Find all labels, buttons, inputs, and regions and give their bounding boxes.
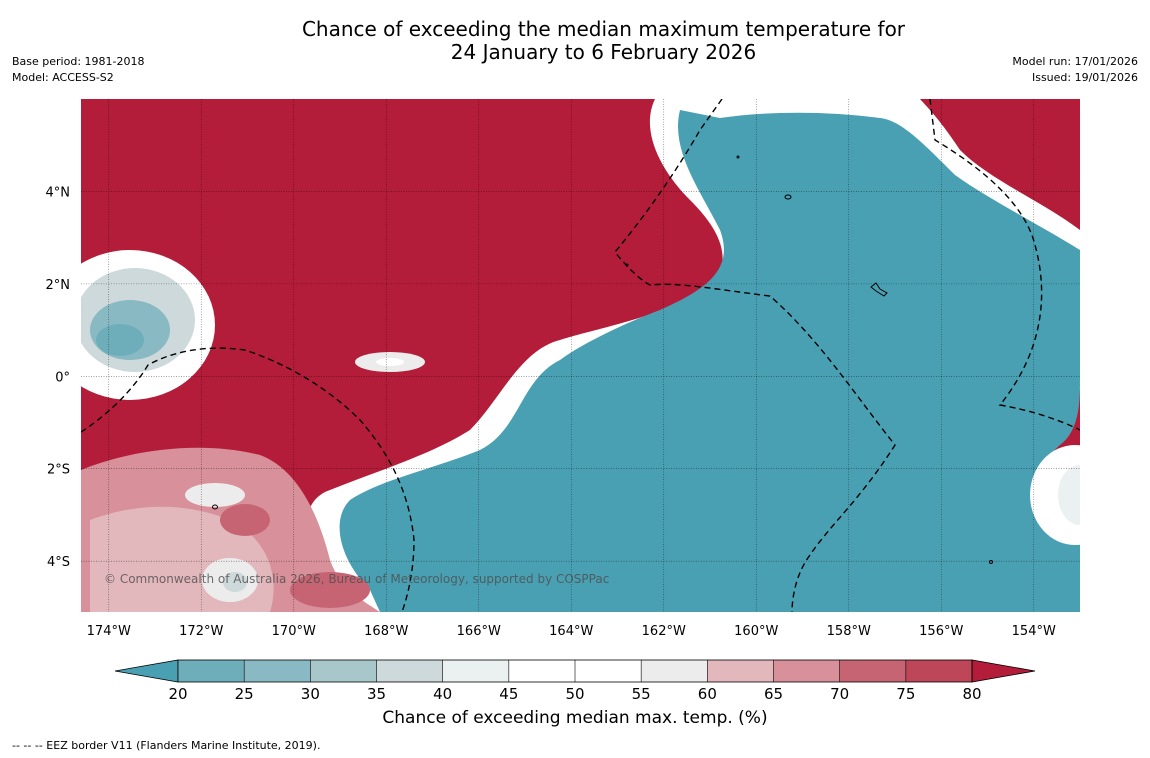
sw-mild-region: [81, 447, 380, 612]
island-3: [212, 504, 218, 510]
colorbar-tick-label: 45: [499, 685, 518, 703]
lon-tick-label: 156°W: [919, 624, 963, 639]
colorbar: [114, 659, 1036, 683]
lon-tick-label: 154°W: [1012, 624, 1056, 639]
colorbar-high-extend: [971, 659, 1036, 683]
east-white: [1030, 445, 1080, 545]
colorbar-bin: [575, 660, 642, 682]
colorbar-tick-label: 25: [235, 685, 254, 703]
colorbar-bin: [839, 660, 906, 682]
cool-anomaly-region: [306, 99, 1080, 612]
island-4: [736, 155, 740, 159]
title-line-1: Chance of exceeding the median maximum t…: [301, 17, 906, 41]
latitude-labels: 4°N 2°N 0° 2°S 4°S: [46, 185, 71, 570]
colorbar-tick-label: 30: [301, 685, 320, 703]
lon-tick-label: 164°W: [549, 624, 593, 639]
lat-tick-label: 4°N: [46, 185, 71, 200]
colorbar-bin: [641, 660, 708, 682]
lon-tick-label: 170°W: [272, 624, 316, 639]
longitude-labels: 174°W 172°W 170°W 168°W 166°W 164°W 162°W 160°W…: [87, 624, 1056, 639]
sw-red-patch-2: [290, 572, 370, 608]
colorbar-title: Chance of exceeding median max. temp. (%…: [382, 708, 768, 728]
lat-tick-label: 2°N: [46, 278, 71, 293]
east-transition: [1030, 445, 1080, 545]
lon-tick-label: 158°W: [827, 624, 871, 639]
colorbar-tick-label: 40: [433, 685, 452, 703]
lat-tick-label: 0°: [55, 370, 70, 385]
lon-tick-label: 160°W: [734, 624, 778, 639]
island-2: [870, 282, 888, 297]
lon-tick-label: 166°W: [457, 624, 501, 639]
islands: [212, 155, 993, 564]
colorbar-tick-label: 80: [962, 685, 981, 703]
colorbar-tick-label: 50: [565, 685, 584, 703]
model-text: Model: ACCESS-S2: [12, 71, 114, 84]
colorbar-tick-label: 65: [764, 685, 783, 703]
colorbar-tick-label: 75: [896, 685, 915, 703]
sw-white-patch: [185, 483, 245, 507]
colorbar-bin: [376, 660, 443, 682]
cool-core: [339, 110, 1080, 612]
lat-tick-label: 2°S: [47, 463, 70, 478]
colorbar-tick-label: 55: [632, 685, 651, 703]
eez-border-west: [81, 347, 415, 612]
issued-text: Issued: 19/01/2026: [1031, 71, 1138, 84]
meta-left: Base period: 1981-2018 Model: ACCESS-S2: [12, 54, 144, 86]
footnote-eez: -- -- -- EEZ border V11 (Flanders Marine…: [12, 739, 321, 752]
island-5: [989, 560, 993, 564]
eez-borders: [81, 99, 1080, 612]
colorbar-tick-label: 35: [367, 685, 386, 703]
halo-west-core: [96, 324, 144, 356]
title-line-2: 24 January to 6 February 2026: [450, 40, 757, 64]
map-panel: © Commonwealth of Australia 2026, Bureau…: [81, 99, 1080, 612]
colorbar-bin: [178, 660, 245, 682]
colorbar-bin: [905, 660, 972, 682]
lon-tick-label: 172°W: [179, 624, 223, 639]
model-run-text: Model run: 17/01/2026: [1012, 55, 1138, 68]
colorbar-bin: [508, 660, 575, 682]
copyright-text: © Commonwealth of Australia 2026, Bureau…: [104, 572, 609, 586]
colorbar-tick-label: 70: [830, 685, 849, 703]
lat-tick-label: 4°S: [47, 555, 70, 570]
sw-cool-patch: [223, 572, 247, 592]
mid-white-core: [376, 358, 404, 366]
colorbar-tick-labels: 20 25 30 35 40 45 50 55 60 65 70 75 80: [168, 685, 981, 703]
island-1: [784, 194, 792, 200]
lon-tick-label: 162°W: [642, 624, 686, 639]
colorbar-bin: [773, 660, 840, 682]
cool-blob-west: [81, 250, 215, 400]
east-pale: [1058, 465, 1080, 525]
eez-border-far-east: [929, 99, 1080, 431]
chart-title: Chance of exceeding the median maximum t…: [0, 18, 1150, 64]
colorbar-bin: [244, 660, 311, 682]
colorbar-tick-label: 20: [168, 685, 187, 703]
colorbar-low-extend: [114, 659, 179, 683]
colorbar-bin: [310, 660, 377, 682]
lon-tick-label: 174°W: [87, 624, 131, 639]
lon-tick-label: 168°W: [364, 624, 408, 639]
colorbar-bin: [707, 660, 774, 682]
gridlines: [81, 99, 1080, 612]
base-period-text: Base period: 1981-2018: [12, 55, 145, 68]
colorbar-tick-label: 60: [698, 685, 717, 703]
eez-border-east: [614, 99, 896, 612]
meta-right: Model run: 17/01/2026 Issued: 19/01/2026: [1012, 54, 1138, 86]
island-6: [625, 263, 629, 267]
colorbar-bin: [442, 660, 509, 682]
sw-red-patch: [220, 504, 270, 536]
